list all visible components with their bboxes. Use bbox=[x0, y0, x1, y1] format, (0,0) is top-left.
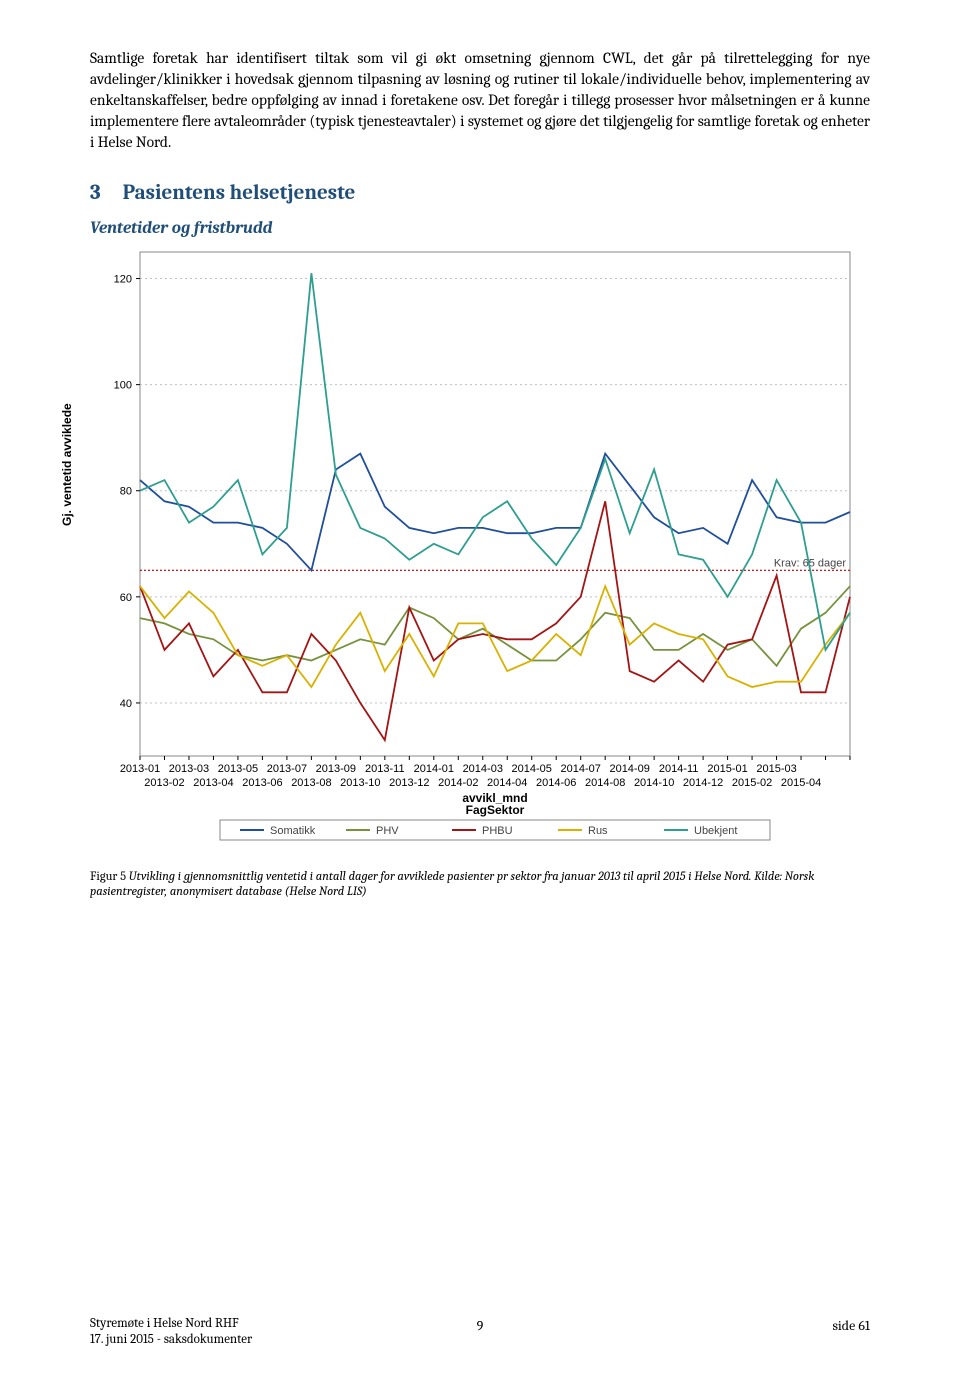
svg-text:2013-10: 2013-10 bbox=[340, 777, 380, 789]
svg-text:2014-02: 2014-02 bbox=[438, 777, 478, 789]
svg-text:2013-09: 2013-09 bbox=[316, 763, 356, 775]
svg-text:2014-03: 2014-03 bbox=[463, 763, 503, 775]
svg-text:2014-09: 2014-09 bbox=[609, 763, 649, 775]
svg-text:2015-03: 2015-03 bbox=[756, 763, 796, 775]
line-chart: Gj. ventetid avviklede 406080100120Krav:… bbox=[90, 246, 870, 866]
svg-text:2013-02: 2013-02 bbox=[144, 777, 184, 789]
svg-text:2014-08: 2014-08 bbox=[585, 777, 625, 789]
svg-text:Rus: Rus bbox=[588, 825, 608, 837]
svg-text:120: 120 bbox=[114, 273, 132, 285]
svg-text:2014-06: 2014-06 bbox=[536, 777, 576, 789]
svg-text:2014-10: 2014-10 bbox=[634, 777, 674, 789]
section-heading: 3 Pasientens helsetjeneste bbox=[90, 181, 870, 205]
svg-text:Ubekjent: Ubekjent bbox=[694, 825, 737, 837]
svg-text:2013-04: 2013-04 bbox=[193, 777, 233, 789]
chart-svg: 406080100120Krav: 65 dager2013-012013-03… bbox=[90, 246, 870, 866]
caption-lead: Figur 5 bbox=[90, 870, 129, 884]
svg-text:60: 60 bbox=[120, 591, 132, 603]
y-axis-label: Gj. ventetid avviklede bbox=[60, 403, 74, 526]
svg-text:2013-05: 2013-05 bbox=[218, 763, 258, 775]
svg-text:2014-04: 2014-04 bbox=[487, 777, 527, 789]
svg-text:2014-12: 2014-12 bbox=[683, 777, 723, 789]
svg-text:100: 100 bbox=[114, 379, 132, 391]
svg-text:FagSektor: FagSektor bbox=[466, 803, 525, 817]
svg-text:2014-01: 2014-01 bbox=[414, 763, 454, 775]
footer-page: 9 bbox=[0, 1317, 960, 1334]
svg-text:PHBU: PHBU bbox=[482, 825, 513, 837]
svg-text:2015-04: 2015-04 bbox=[781, 777, 821, 789]
subsection-heading: Ventetider og fristbrudd bbox=[90, 219, 870, 238]
svg-text:2015-02: 2015-02 bbox=[732, 777, 772, 789]
svg-text:2014-07: 2014-07 bbox=[561, 763, 601, 775]
svg-text:80: 80 bbox=[120, 485, 132, 497]
section-number: 3 bbox=[90, 181, 101, 205]
figure-caption: Figur 5 Utvikling i gjennomsnittlig vent… bbox=[90, 870, 870, 901]
svg-text:2014-05: 2014-05 bbox=[512, 763, 552, 775]
svg-text:2013-06: 2013-06 bbox=[242, 777, 282, 789]
svg-text:2013-12: 2013-12 bbox=[389, 777, 429, 789]
svg-text:40: 40 bbox=[120, 698, 132, 710]
paragraph: Samtlige foretak har identifisert tiltak… bbox=[90, 48, 870, 153]
svg-text:2013-07: 2013-07 bbox=[267, 763, 307, 775]
section-title: Pasientens helsetjeneste bbox=[123, 181, 356, 205]
svg-text:2013-03: 2013-03 bbox=[169, 763, 209, 775]
footer-side: side 61 bbox=[832, 1317, 870, 1334]
svg-text:2015-01: 2015-01 bbox=[707, 763, 747, 775]
svg-text:Somatikk: Somatikk bbox=[270, 825, 316, 837]
svg-text:2013-11: 2013-11 bbox=[365, 763, 405, 775]
footer-line2: 17. juni 2015 - saksdokumenter bbox=[90, 1332, 252, 1348]
svg-text:2014-11: 2014-11 bbox=[659, 763, 699, 775]
svg-text:2013-08: 2013-08 bbox=[291, 777, 331, 789]
svg-text:PHV: PHV bbox=[376, 825, 399, 837]
caption-text: Utvikling i gjennomsnittlig ventetid i a… bbox=[90, 870, 814, 900]
svg-text:2013-01: 2013-01 bbox=[120, 763, 160, 775]
